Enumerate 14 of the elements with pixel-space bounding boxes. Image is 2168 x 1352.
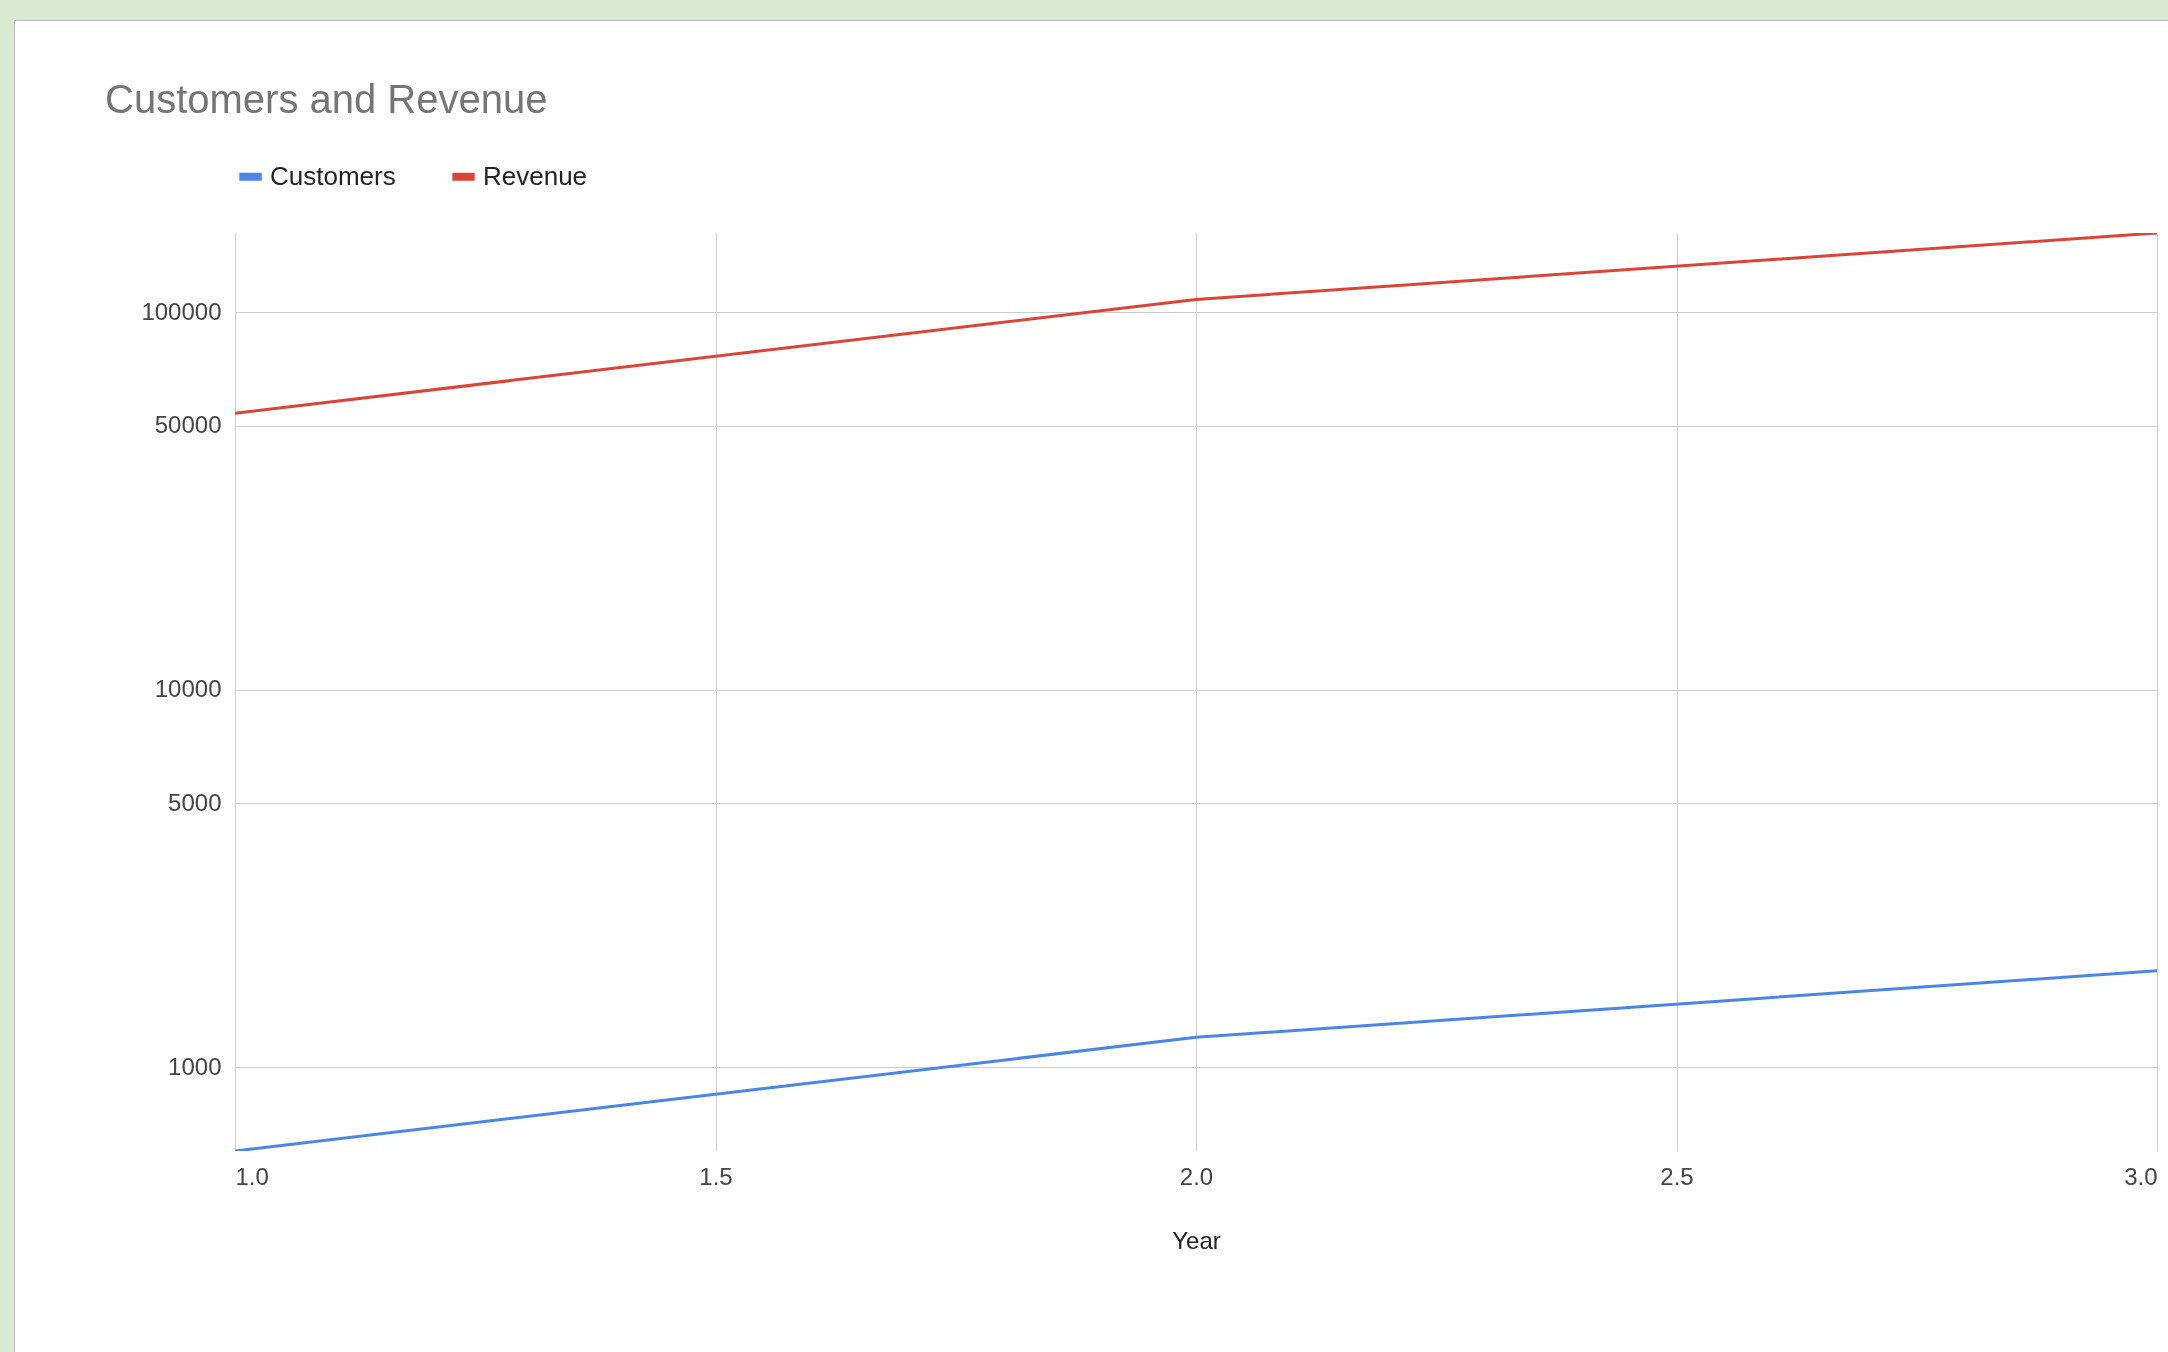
chart-title: Customers and Revenue xyxy=(105,77,548,121)
y-tick-label: 100000 xyxy=(141,297,222,325)
y-tick-label: 1000 xyxy=(168,1052,222,1080)
y-tick-label: 50000 xyxy=(154,411,222,439)
y-tick-label: 10000 xyxy=(154,675,222,703)
y-tick-label: 5000 xyxy=(168,788,222,816)
x-axis-title: Year xyxy=(1172,1226,1221,1254)
x-tick-label: 1.0 xyxy=(235,1162,269,1190)
x-tick-label: 2.5 xyxy=(1660,1162,1694,1190)
legend-label: Revenue xyxy=(483,160,588,191)
x-tick-label: 1.5 xyxy=(699,1162,733,1190)
legend-label: Customers xyxy=(270,160,396,191)
x-tick-label: 2.0 xyxy=(1179,1162,1214,1190)
x-tick-label: 3.0 xyxy=(2124,1162,2158,1190)
